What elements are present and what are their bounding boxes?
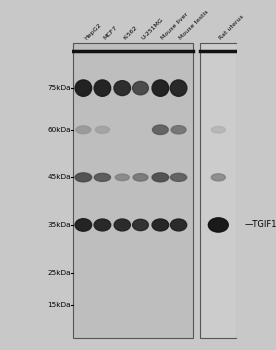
FancyBboxPatch shape	[73, 43, 193, 338]
Text: 15kDa: 15kDa	[47, 302, 71, 308]
Ellipse shape	[115, 174, 129, 181]
Ellipse shape	[75, 173, 92, 182]
Text: Mouse liver: Mouse liver	[160, 12, 189, 41]
Text: 45kDa: 45kDa	[47, 174, 71, 180]
Ellipse shape	[114, 81, 131, 96]
Ellipse shape	[170, 80, 187, 96]
Ellipse shape	[211, 126, 225, 133]
Text: HepG2: HepG2	[83, 22, 102, 41]
Text: 60kDa: 60kDa	[47, 127, 71, 133]
Ellipse shape	[152, 125, 168, 134]
Ellipse shape	[211, 174, 225, 181]
Ellipse shape	[152, 173, 169, 182]
Text: K-562: K-562	[122, 25, 138, 41]
Ellipse shape	[95, 126, 109, 133]
Text: 75kDa: 75kDa	[47, 85, 71, 91]
Ellipse shape	[75, 80, 92, 96]
Text: U-251MG: U-251MG	[140, 17, 164, 41]
Text: —TGIF1: —TGIF1	[245, 220, 276, 230]
Ellipse shape	[75, 219, 92, 231]
Text: Mouse testis: Mouse testis	[179, 9, 210, 41]
Text: Rat uterus: Rat uterus	[218, 14, 245, 41]
Ellipse shape	[94, 219, 111, 231]
Ellipse shape	[152, 219, 169, 231]
Text: 25kDa: 25kDa	[47, 270, 71, 275]
Ellipse shape	[94, 173, 110, 181]
FancyBboxPatch shape	[200, 43, 237, 338]
Ellipse shape	[171, 126, 186, 134]
Ellipse shape	[208, 218, 228, 232]
Ellipse shape	[114, 219, 130, 231]
Text: MCF7: MCF7	[102, 25, 118, 41]
Ellipse shape	[171, 219, 187, 231]
Ellipse shape	[132, 219, 148, 231]
Ellipse shape	[94, 80, 111, 96]
Ellipse shape	[132, 82, 148, 95]
Text: 35kDa: 35kDa	[47, 222, 71, 228]
Ellipse shape	[133, 174, 148, 181]
Ellipse shape	[76, 126, 91, 134]
Ellipse shape	[152, 80, 169, 96]
Ellipse shape	[171, 173, 187, 181]
